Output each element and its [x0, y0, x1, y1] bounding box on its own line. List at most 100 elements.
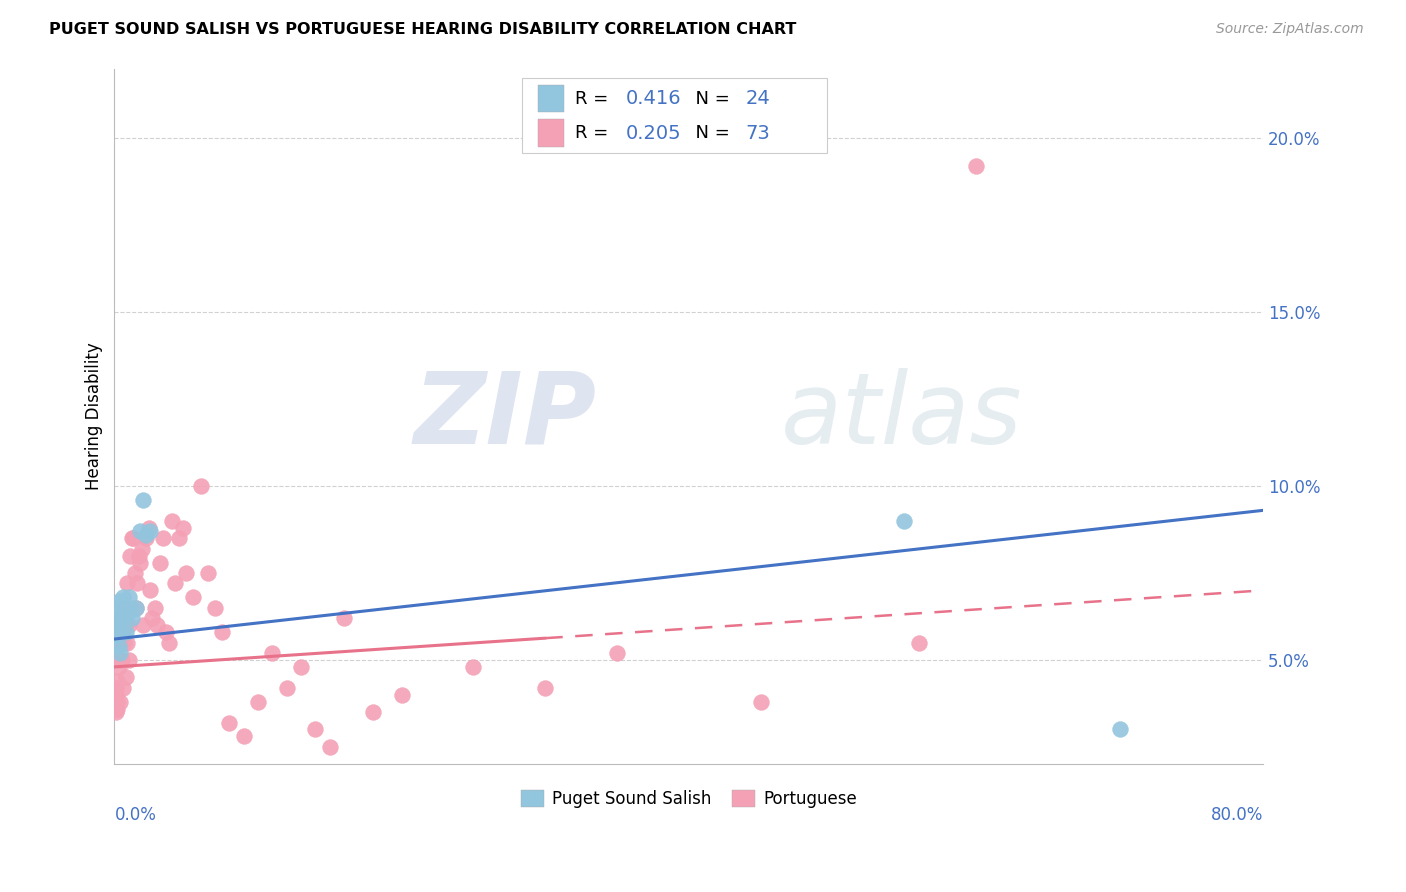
Point — [128, 549, 150, 563]
Point — [907, 635, 929, 649]
Point — [107, 653, 129, 667]
Point — [107, 594, 129, 608]
Point — [152, 531, 174, 545]
Point — [117, 576, 139, 591]
Point — [104, 629, 127, 643]
Point — [124, 566, 146, 580]
Point — [104, 681, 127, 695]
Point — [135, 531, 157, 545]
Point — [463, 660, 485, 674]
Point — [276, 681, 298, 695]
Point — [163, 576, 186, 591]
Point — [118, 653, 141, 667]
Point — [115, 625, 138, 640]
Point — [333, 611, 356, 625]
Point — [190, 479, 212, 493]
Text: 73: 73 — [745, 124, 770, 143]
Text: 0.0%: 0.0% — [114, 806, 156, 824]
Point — [606, 646, 628, 660]
Point — [290, 660, 312, 674]
Point — [110, 607, 132, 622]
Text: R =: R = — [575, 124, 614, 142]
Point — [197, 566, 219, 580]
FancyBboxPatch shape — [538, 120, 564, 147]
Point — [183, 591, 205, 605]
Point — [149, 556, 172, 570]
Point — [391, 688, 413, 702]
Point — [104, 611, 127, 625]
Point — [129, 556, 152, 570]
Point — [132, 492, 155, 507]
Point — [965, 159, 987, 173]
Point — [157, 635, 180, 649]
Point — [232, 730, 254, 744]
Point — [172, 521, 194, 535]
Point — [155, 625, 177, 640]
FancyBboxPatch shape — [522, 78, 827, 153]
Point — [122, 531, 145, 545]
Text: N =: N = — [685, 124, 735, 142]
Point — [105, 701, 128, 715]
Point — [110, 625, 132, 640]
Point — [118, 618, 141, 632]
Point — [105, 673, 128, 688]
Point — [112, 625, 135, 640]
Point — [139, 583, 162, 598]
Text: 0.416: 0.416 — [626, 89, 682, 108]
Point — [121, 611, 143, 625]
Point — [146, 618, 169, 632]
Point — [107, 625, 129, 640]
Point — [167, 531, 190, 545]
Point — [1108, 723, 1130, 737]
Point — [110, 635, 132, 649]
Point — [112, 681, 135, 695]
Point — [114, 607, 136, 622]
Point — [105, 695, 128, 709]
Legend: Puget Sound Salish, Portuguese: Puget Sound Salish, Portuguese — [515, 783, 863, 815]
Point — [104, 705, 127, 719]
Point — [304, 723, 326, 737]
Point — [105, 625, 128, 640]
Point — [114, 600, 136, 615]
Point — [107, 660, 129, 674]
Point — [749, 695, 772, 709]
Point — [204, 600, 226, 615]
Text: 24: 24 — [745, 89, 770, 108]
Point — [139, 524, 162, 539]
Point — [247, 695, 270, 709]
Point — [110, 653, 132, 667]
Point — [108, 695, 131, 709]
Text: PUGET SOUND SALISH VS PORTUGUESE HEARING DISABILITY CORRELATION CHART: PUGET SOUND SALISH VS PORTUGUESE HEARING… — [49, 22, 797, 37]
Point — [262, 646, 284, 660]
Point — [105, 600, 128, 615]
Point — [160, 514, 183, 528]
Point — [115, 670, 138, 684]
Point — [118, 591, 141, 605]
Point — [138, 521, 160, 535]
Point — [125, 600, 148, 615]
Point — [117, 635, 139, 649]
FancyBboxPatch shape — [538, 85, 564, 112]
Point — [129, 524, 152, 539]
Point — [141, 611, 163, 625]
Point — [120, 600, 142, 615]
Point — [108, 646, 131, 660]
Point — [131, 541, 153, 556]
Point — [174, 566, 197, 580]
Point — [132, 618, 155, 632]
Point — [211, 625, 233, 640]
Point — [143, 600, 166, 615]
Point — [112, 591, 135, 605]
Point — [104, 688, 127, 702]
Point — [117, 607, 139, 622]
Point — [115, 618, 138, 632]
Text: N =: N = — [685, 89, 735, 108]
Point — [107, 618, 129, 632]
Point — [121, 531, 143, 545]
Point — [127, 576, 149, 591]
Point — [361, 705, 384, 719]
Text: 80.0%: 80.0% — [1211, 806, 1264, 824]
Text: 0.205: 0.205 — [626, 124, 682, 143]
Point — [120, 549, 142, 563]
Point — [319, 739, 342, 754]
